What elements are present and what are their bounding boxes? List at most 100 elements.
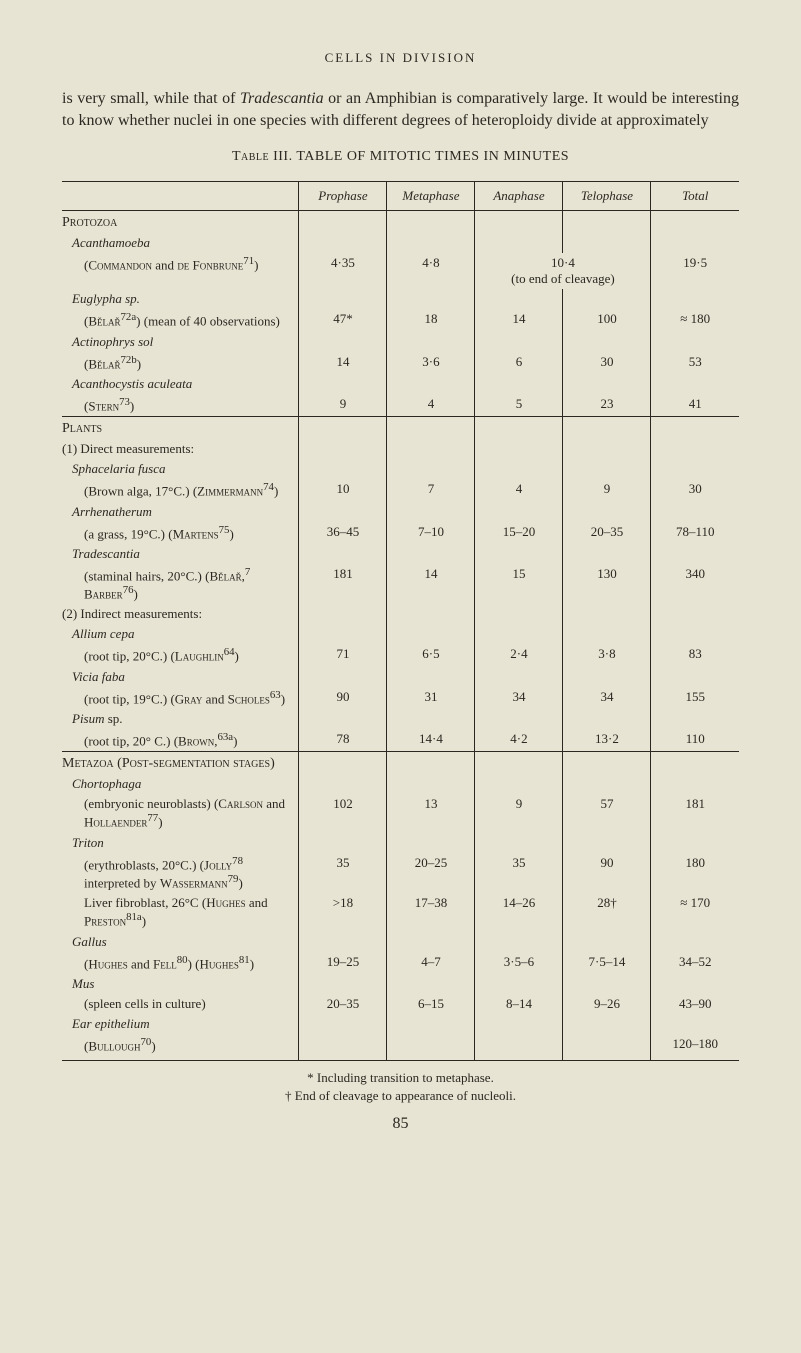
footnote: † End of cleavage to appearance of nucle…: [62, 1087, 739, 1105]
cell: 30: [651, 479, 739, 501]
row-label: Liver fibroblast, 26°C (Hughes and Prest…: [62, 893, 299, 931]
cell: 35: [475, 853, 563, 894]
cell: [387, 233, 475, 253]
cell: 10: [299, 479, 387, 501]
cell: [387, 709, 475, 729]
cell: 4: [387, 394, 475, 417]
cell: [299, 233, 387, 253]
cell: [475, 932, 563, 952]
cell: 17–38: [387, 893, 475, 931]
cell: 340: [651, 564, 739, 605]
table-row: (Bělař72a) (mean of 40 observations)47* 1…: [62, 309, 739, 331]
row-label: (embryonic neuroblasts) (Carlson and Hol…: [62, 794, 299, 832]
row-label: (2) Indirect measurements:: [62, 604, 299, 624]
section-title: Plants: [62, 417, 299, 440]
running-head: CELLS IN DIVISION: [62, 50, 739, 66]
cell: [651, 544, 739, 564]
cell: 100: [563, 309, 651, 331]
cell: 34–52: [651, 952, 739, 974]
cell: [475, 439, 563, 459]
cell: 14: [387, 564, 475, 605]
table-header: ProphaseMetaphaseAnaphaseTelophaseTotal: [62, 182, 739, 211]
cell: 90: [563, 853, 651, 894]
cell: [563, 833, 651, 853]
cell: [563, 932, 651, 952]
cell: 180: [651, 853, 739, 894]
cell: [299, 502, 387, 522]
row-label: (spleen cells in culture): [62, 994, 299, 1014]
row-label: (Bělař72b): [62, 352, 299, 374]
cell: 6–15: [387, 994, 475, 1014]
cell: [475, 833, 563, 853]
cell: 19·5: [651, 253, 739, 289]
row-label: (erythroblasts, 20°C.) (Jolly78 interpre…: [62, 853, 299, 894]
cell: [475, 233, 563, 253]
row-label: (root tip, 19°C.) (Gray and Scholes63): [62, 687, 299, 709]
col-anaphase: Anaphase: [475, 182, 563, 211]
row-label: Acanthamoeba: [62, 233, 299, 253]
row-label: Euglypha sp.: [62, 289, 299, 309]
table-row: (spleen cells in culture)20–356–158–149–…: [62, 994, 739, 1014]
cell: 130: [563, 564, 651, 605]
cell: ≈ 170: [651, 893, 739, 931]
cell: [387, 374, 475, 394]
cell: [651, 374, 739, 394]
cell: 90: [299, 687, 387, 709]
cell: [299, 932, 387, 952]
cell: 34: [563, 687, 651, 709]
cell: >18: [299, 893, 387, 931]
cell: [387, 604, 475, 624]
row-label: Chortophaga: [62, 774, 299, 794]
row-label: Acanthocystis aculeata: [62, 374, 299, 394]
cell: 15: [475, 564, 563, 605]
cell: 13·2: [563, 729, 651, 752]
cell: 9: [299, 394, 387, 417]
row-label: (root tip, 20°C.) (Laughlin64): [62, 644, 299, 666]
cell: [299, 624, 387, 644]
cell: [387, 1014, 475, 1034]
table-row: (1) Direct measurements:: [62, 439, 739, 459]
cell: [651, 667, 739, 687]
cell: [299, 374, 387, 394]
cell: 6·5: [387, 644, 475, 666]
cell: [299, 459, 387, 479]
cell: 5: [475, 394, 563, 417]
cell: [563, 439, 651, 459]
cell: 181: [299, 564, 387, 605]
cell: [387, 624, 475, 644]
cell: [651, 709, 739, 729]
cell: [387, 459, 475, 479]
cell: 10·4(to end of cleavage): [475, 253, 651, 289]
cell: [475, 459, 563, 479]
cell: [651, 439, 739, 459]
table-row: Chortophaga: [62, 774, 739, 794]
table-row: Vicia faba: [62, 667, 739, 687]
table-row: Allium cepa: [62, 624, 739, 644]
table-row: (erythroblasts, 20°C.) (Jolly78 interpre…: [62, 853, 739, 894]
cell: 4: [475, 479, 563, 501]
table-row: Pisum sp.: [62, 709, 739, 729]
cell: [299, 774, 387, 794]
table-row: (Brown alga, 17°C.) (Zimmermann74)107493…: [62, 479, 739, 501]
row-label: (staminal hairs, 20°C.) (Bělař,7 Barber7…: [62, 564, 299, 605]
table-row: Actinophrys sol: [62, 332, 739, 352]
cell: [563, 667, 651, 687]
section-title: Metazoa (Post-segmentation stages): [62, 752, 299, 775]
table-row: (staminal hairs, 20°C.) (Bělař,7 Barber7…: [62, 564, 739, 605]
cell: 36–45: [299, 522, 387, 544]
table-row: Arrhenatherum: [62, 502, 739, 522]
cell: 34: [475, 687, 563, 709]
cell: 47*: [299, 309, 387, 331]
row-label: Ear epithelium: [62, 1014, 299, 1034]
cell: [563, 604, 651, 624]
cell: [475, 974, 563, 994]
cell: [387, 774, 475, 794]
cell: [651, 502, 739, 522]
cell: [651, 233, 739, 253]
row-label: (Bělař72a) (mean of 40 observations): [62, 309, 299, 331]
cell: 9: [563, 479, 651, 501]
cell: [299, 1014, 387, 1034]
cell: 102: [299, 794, 387, 832]
row-label: Gallus: [62, 932, 299, 952]
cell: [651, 974, 739, 994]
